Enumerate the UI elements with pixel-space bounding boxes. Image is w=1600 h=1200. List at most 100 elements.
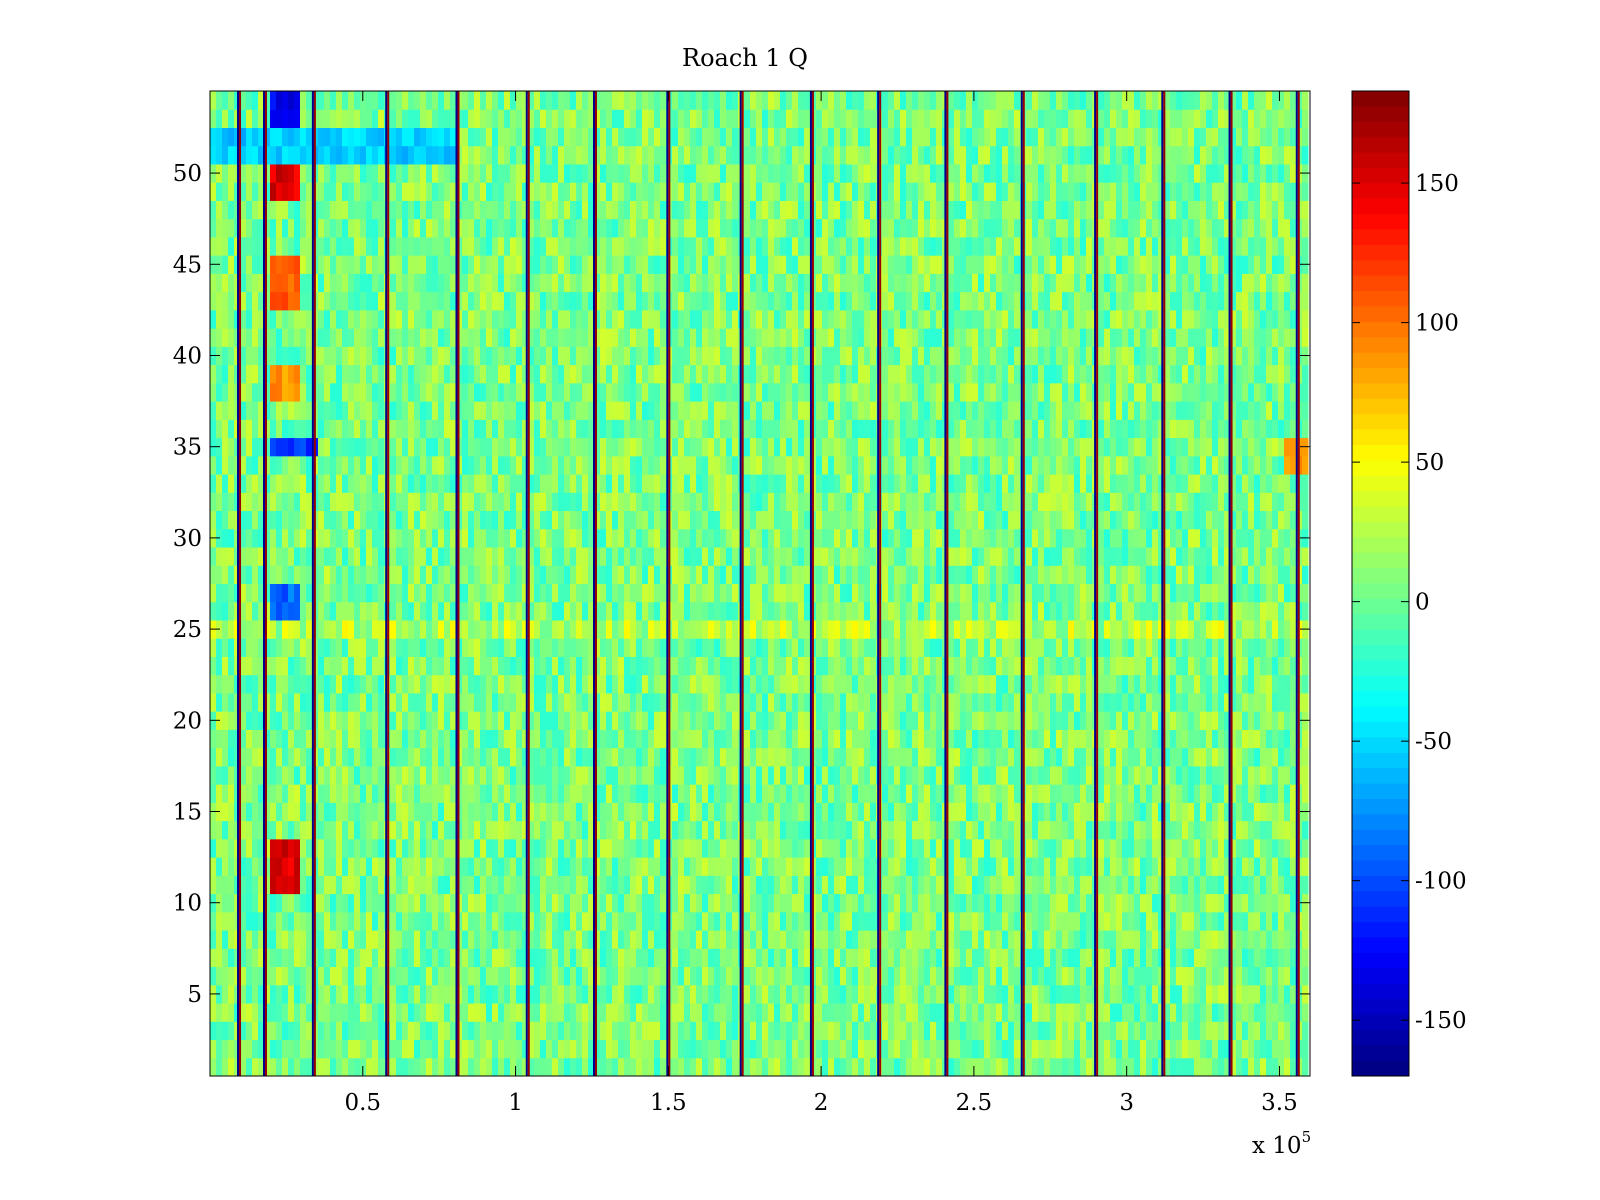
heatmap-cell (996, 1057, 1003, 1077)
heatmap-cell (246, 747, 253, 767)
heatmap-cell (1140, 930, 1147, 949)
heatmap-cell (1236, 747, 1243, 767)
heatmap-cell (270, 802, 277, 822)
heatmap-cell (744, 875, 751, 895)
heatmap-cell (792, 893, 799, 913)
heatmap-cell (1182, 930, 1189, 949)
heatmap-cell (858, 638, 865, 657)
heatmap-cell (774, 1057, 781, 1077)
heatmap-cell (888, 784, 895, 803)
heatmap-cell (402, 765, 409, 785)
heatmap-cell (474, 711, 481, 730)
heatmap-cell (228, 583, 235, 603)
heatmap-cell (624, 875, 631, 895)
heatmap-cell (420, 765, 427, 785)
heatmap-cell (762, 601, 769, 621)
heatmap-cell (1254, 692, 1261, 712)
heatmap-cell (972, 802, 979, 822)
heatmap-cell (1284, 930, 1291, 949)
heatmap-cell (750, 930, 757, 949)
heatmap-cell (1014, 784, 1021, 803)
heatmap-cell (594, 1039, 601, 1059)
heatmap-cell (594, 984, 601, 1004)
heatmap-cell (786, 638, 793, 657)
heatmap-cell (834, 619, 841, 639)
heatmap-cell (1218, 802, 1225, 822)
heatmap-cell (1266, 930, 1273, 949)
heatmap-cell (1032, 1021, 1039, 1041)
heatmap-cell (912, 638, 919, 657)
heatmap-cell (546, 802, 553, 822)
heatmap-cell (996, 930, 1003, 949)
heatmap-cell (1284, 1021, 1291, 1041)
heatmap-cell (372, 984, 379, 1004)
heatmap-cell (1206, 1057, 1213, 1077)
heatmap-cell (930, 692, 937, 712)
heatmap-cell (780, 583, 787, 603)
heatmap-cell (1230, 784, 1237, 803)
heatmap-cell (648, 911, 655, 931)
heatmap-cell (612, 1039, 619, 1059)
heatmap-cell (1212, 911, 1219, 931)
heatmap-cell (762, 765, 769, 785)
heatmap-cell (1086, 747, 1093, 767)
heatmap-cell (984, 601, 991, 621)
heatmap-cell (258, 638, 265, 657)
heatmap-cell (1062, 857, 1069, 876)
heatmap-cell (678, 1003, 685, 1022)
heatmap-cell (468, 565, 475, 584)
heatmap-cell (894, 1039, 901, 1059)
heatmap-cell (870, 692, 877, 712)
heatmap-cell (1260, 1021, 1267, 1041)
heatmap-cell (804, 674, 811, 694)
heatmap-cell (1158, 674, 1165, 694)
heatmap-cell (924, 820, 931, 840)
heatmap-cell (618, 1021, 625, 1041)
heatmap-cell (1212, 1039, 1219, 1059)
heatmap-cell (324, 1039, 331, 1059)
heatmap-cell (654, 638, 661, 657)
heatmap-cell (780, 674, 787, 694)
heatmap-cell (1272, 948, 1279, 968)
heatmap-cell (288, 857, 295, 876)
heatmap-cell (840, 893, 847, 913)
heatmap-cell (540, 619, 547, 639)
heatmap-cell (1140, 674, 1147, 694)
heatmap-cell (1014, 893, 1021, 913)
heatmap-cell (240, 802, 247, 822)
heatmap-cell (294, 601, 301, 621)
heatmap-cell (990, 619, 997, 639)
heatmap-cell (210, 857, 217, 876)
heatmap-cell (774, 820, 781, 840)
heatmap-cell (714, 1021, 721, 1041)
heatmap-cell (906, 711, 913, 730)
heatmap-cell (858, 656, 865, 676)
heatmap-cell (1050, 948, 1057, 968)
heatmap-cell (1182, 857, 1189, 876)
heatmap-cell (786, 948, 793, 968)
heatmap-cell (396, 966, 403, 986)
heatmap-cell (894, 729, 901, 749)
heatmap-cell (1008, 911, 1015, 931)
heatmap-cell (714, 711, 721, 730)
heatmap-cell (1014, 1039, 1021, 1059)
heatmap-cell (852, 784, 859, 803)
heatmap-cell (996, 747, 1003, 767)
heatmap-cell (654, 583, 661, 603)
heatmap-cell (468, 711, 475, 730)
heatmap-cell (1074, 692, 1081, 712)
heatmap-cell (672, 656, 679, 676)
heatmap-cell (1062, 674, 1069, 694)
heatmap-cell (960, 948, 967, 968)
heatmap-cell (462, 619, 469, 639)
heatmap-cell (798, 948, 805, 968)
heatmap-cell (924, 656, 931, 676)
heatmap-cell (570, 875, 577, 895)
heatmap-cell (540, 930, 547, 949)
heatmap-cell (348, 784, 355, 803)
heatmap-cell (630, 619, 637, 639)
heatmap-cell (786, 729, 793, 749)
heatmap-cell (654, 802, 661, 822)
heatmap-cell (216, 747, 223, 767)
heatmap-cell (1086, 857, 1093, 876)
